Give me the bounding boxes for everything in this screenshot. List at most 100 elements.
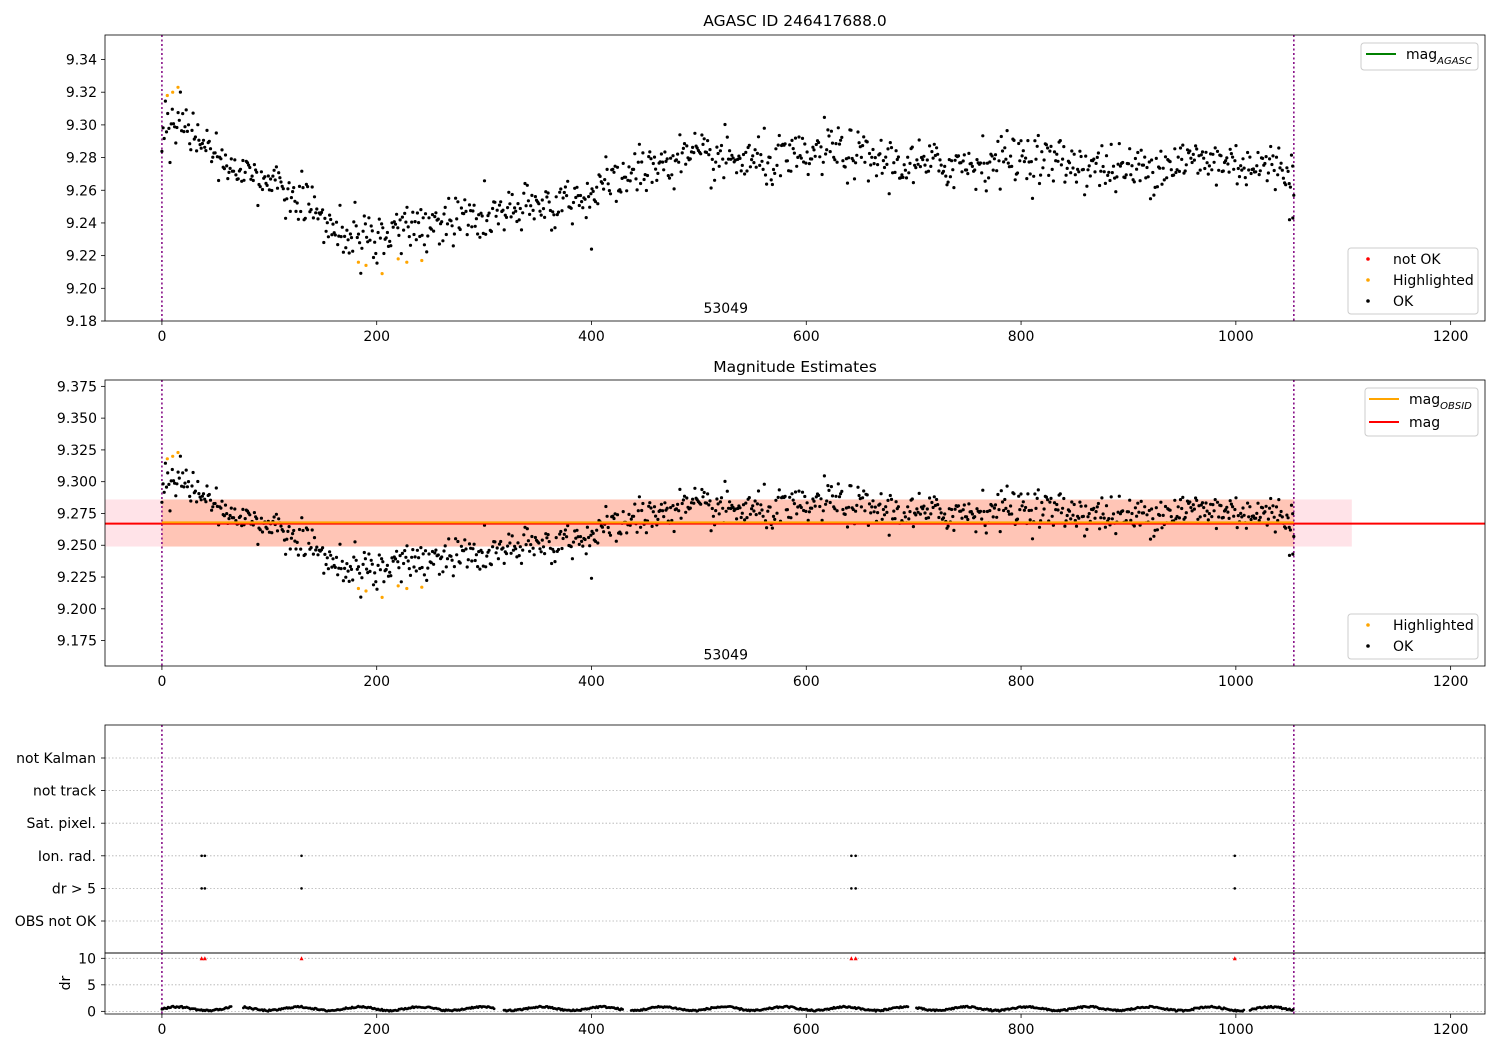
ok-point	[750, 158, 754, 162]
ok-point	[851, 507, 855, 512]
ok-point	[331, 222, 335, 226]
ok-point	[1247, 515, 1251, 519]
ok-point	[1094, 161, 1098, 165]
highlighted-point	[356, 586, 360, 591]
ok-point	[1024, 156, 1028, 160]
ok-point	[1114, 190, 1118, 194]
ok-point	[590, 187, 594, 191]
ok-point	[421, 552, 425, 556]
ok-point	[504, 552, 509, 556]
ok-point	[1246, 501, 1250, 505]
ok-point	[806, 172, 810, 177]
ok-point	[826, 128, 830, 132]
ok-point	[714, 160, 718, 164]
ok-point	[1205, 509, 1209, 513]
ok-point	[1111, 512, 1116, 516]
ok-point	[851, 159, 855, 163]
legend-label: not OK	[1393, 252, 1441, 268]
ok-point	[186, 123, 191, 127]
ok-point	[369, 558, 373, 562]
ok-point	[1194, 144, 1198, 148]
ok-point	[598, 174, 602, 178]
ok-point	[796, 505, 800, 509]
ok-point	[605, 167, 609, 171]
ok-point	[319, 210, 324, 215]
ok-point	[266, 174, 270, 178]
ok-point	[376, 563, 380, 568]
ok-point	[507, 532, 511, 536]
p2-xtick-label: 1000	[1218, 674, 1254, 690]
ok-point	[314, 211, 318, 215]
ok-point	[939, 511, 943, 515]
ok-point	[1202, 156, 1206, 160]
ok-point	[805, 501, 809, 505]
ok-point	[1211, 503, 1215, 507]
ok-point	[754, 165, 758, 169]
ok-point	[285, 537, 289, 541]
ok-point	[208, 147, 213, 151]
ok-point	[494, 551, 498, 555]
ok-point	[1264, 504, 1268, 508]
ok-point	[1151, 170, 1155, 175]
ok-point	[426, 566, 430, 570]
flag-row-label: Ion. rad.	[38, 849, 96, 865]
ok-point	[893, 517, 897, 521]
ok-point	[849, 484, 853, 488]
ok-point	[207, 139, 211, 143]
ok-point	[887, 533, 891, 537]
ok-point	[553, 226, 557, 230]
ok-point	[473, 224, 477, 228]
ok-point	[1211, 152, 1215, 156]
ok-point	[731, 505, 735, 510]
ok-point	[843, 512, 847, 517]
ok-point	[822, 474, 827, 478]
ok-point	[191, 111, 195, 115]
ok-point	[587, 195, 591, 199]
ok-point	[1015, 517, 1020, 521]
ok-point	[336, 243, 340, 247]
ok-point	[891, 517, 895, 521]
ok-point	[434, 211, 438, 215]
ok-point	[1271, 154, 1275, 158]
ok-point	[684, 162, 688, 166]
ok-point	[999, 489, 1003, 493]
ok-point	[521, 548, 525, 552]
ok-point	[225, 164, 229, 168]
ok-point	[702, 137, 706, 141]
ok-point	[1047, 173, 1051, 177]
ok-point	[717, 164, 721, 168]
ok-point	[563, 185, 568, 189]
ok-point	[803, 494, 807, 499]
ok-point	[937, 169, 941, 173]
ok-point	[872, 162, 876, 166]
ok-point	[632, 167, 636, 171]
ok-point	[1036, 488, 1040, 492]
ok-point	[1287, 218, 1292, 222]
ok-point	[1244, 183, 1248, 187]
ok-point	[915, 158, 919, 162]
ok-point	[810, 157, 814, 161]
ok-point	[295, 540, 299, 545]
ok-point	[465, 233, 469, 237]
ok-point	[1184, 511, 1188, 515]
ok-point	[353, 540, 357, 544]
ok-point	[1233, 159, 1237, 163]
ok-point	[803, 142, 807, 146]
ok-point	[429, 561, 433, 565]
ok-point	[711, 167, 716, 171]
ok-point	[1009, 504, 1013, 508]
ok-point	[1288, 185, 1292, 189]
ok-point	[895, 157, 899, 162]
ok-point	[760, 159, 764, 163]
ok-point	[1148, 197, 1153, 201]
ok-point	[929, 512, 933, 516]
ok-point	[233, 507, 237, 511]
ok-point	[367, 552, 371, 556]
ok-point	[840, 135, 844, 139]
ok-point	[744, 150, 748, 154]
ok-point	[1215, 500, 1220, 504]
ok-point	[1044, 143, 1048, 147]
ok-point	[775, 163, 779, 167]
ok-point	[560, 546, 564, 551]
ok-point	[719, 496, 724, 500]
